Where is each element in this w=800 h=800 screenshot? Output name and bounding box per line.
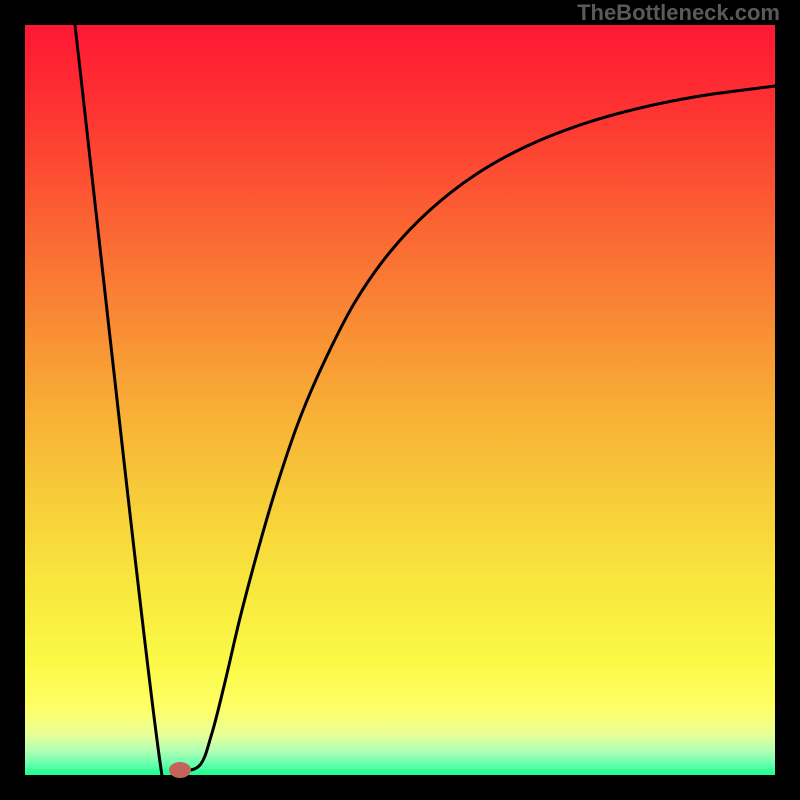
bottleneck-chart: TheBottleneck.com — [0, 0, 800, 800]
plot-area — [25, 25, 775, 775]
gradient-background — [25, 25, 775, 775]
attribution-label: TheBottleneck.com — [577, 0, 780, 26]
chart-border-right — [775, 0, 800, 800]
chart-border-bottom — [0, 775, 800, 800]
chart-border-left — [0, 0, 25, 800]
